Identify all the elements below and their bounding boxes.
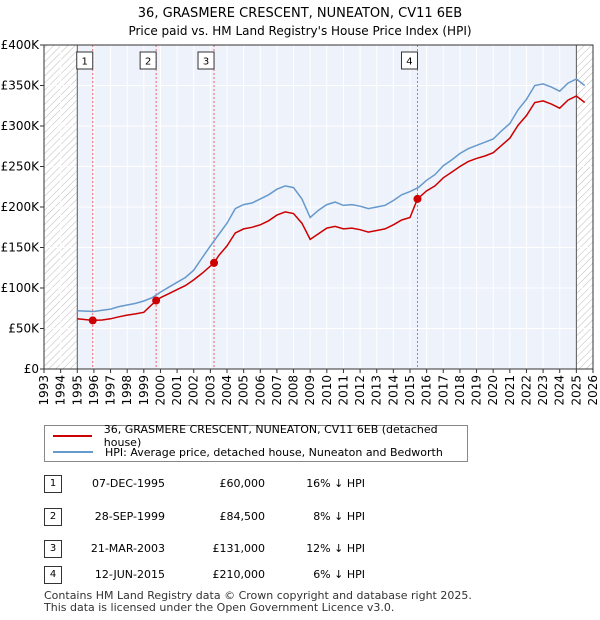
x-tick-label: 1998 [120,375,134,406]
x-tick-label: 2023 [536,375,550,406]
sale-number-badge: 4 [44,566,62,584]
property-series-line [77,95,586,322]
y-tick-label: £300K [1,119,41,133]
sale-number-badge: 1 [44,475,62,493]
x-tick-label: 1995 [70,375,84,406]
x-tick-label: 1994 [54,375,68,406]
x-tick-label: 2006 [253,375,267,406]
sale-marker-label: 2 [145,57,151,68]
sale-marker-box [197,51,215,70]
x-tick-label: 2010 [320,375,334,406]
sale-date: 28-SEP-1999 [94,510,165,523]
sale-point [88,316,97,325]
legend-label-hpi: HPI: Average price, detached house, Nune… [105,445,443,459]
y-tick-label: £0 [24,362,39,376]
x-tick-label: 2025 [569,375,583,406]
y-tick-label: £150K [1,241,41,255]
sale-marker-label: 4 [406,57,412,68]
chart-title: 36, GRASMERE CRESCENT, NUNEATON, CV11 6E… [138,6,462,21]
x-tick-label: 2013 [370,375,384,406]
y-tick-label: £200K [1,200,41,214]
x-tick-label: 1999 [137,375,151,406]
chart-subtitle: Price paid vs. HM Land Registry's House … [128,24,471,38]
sale-point [413,194,422,203]
x-tick-label: 2026 [586,375,600,406]
sale-row: 2 28-SEP-1999 £84,500 8% ↓ HPI [0,508,600,528]
sale-price: £131,000 [212,542,266,555]
sale-marker-box [400,51,418,70]
x-tick-label: 2001 [170,375,184,406]
sale-number-badge: 3 [44,540,62,558]
legend-item-hpi: HPI: Average price, detached house, Nune… [53,444,443,460]
x-tick-label: 2015 [403,375,417,406]
x-tick-label: 1996 [87,375,101,406]
sale-marker-label: 1 [82,57,88,68]
x-tick-label: 2019 [470,375,484,406]
sale-hpi-diff: 16% ↓ HPI [306,477,365,490]
sale-hpi-diff: 8% ↓ HPI [313,510,365,523]
footer-line-licence: This data is licensed under the Open Gov… [44,601,395,614]
sale-row: 1 07-DEC-1995 £60,000 16% ↓ HPI [0,475,600,495]
sale-price: £84,500 [219,510,266,523]
x-tick-label: 2020 [486,375,500,406]
sale-price: £210,000 [212,568,266,581]
sale-hpi-diff: 12% ↓ HPI [306,542,365,555]
y-tick-label: £350K [1,79,41,93]
x-tick-label: 2018 [453,375,467,406]
x-tick-label: 2014 [386,375,400,406]
x-tick-label: 1997 [104,375,118,406]
x-tick-label: 2000 [153,375,167,406]
sale-marker-box [139,51,157,70]
chart-legend: 36, GRASMERE CRESCENT, NUNEATON, CV11 6E… [44,423,468,462]
x-tick-label: 2024 [553,375,567,406]
x-tick-label: 1993 [37,375,51,406]
y-tick-label: £400K [1,38,41,52]
x-tick-label: 2011 [336,375,350,406]
sale-price: £60,000 [219,477,266,490]
legend-item-property: 36, GRASMERE CRESCENT, NUNEATON, CV11 6E… [53,423,467,449]
footer-attribution: Contains HM Land Registry data © Crown c… [44,590,472,614]
x-tick-label: 2002 [187,375,201,406]
legend-swatch-hpi [53,451,93,453]
legend-swatch-property [53,435,92,437]
footer-line-copyright: Contains HM Land Registry data © Crown c… [44,589,472,602]
sale-point [210,258,219,267]
y-tick-label: £250K [1,160,41,174]
x-tick-label: 2012 [353,375,367,406]
x-tick-label: 2004 [220,375,234,406]
x-tick-label: 2007 [270,375,284,406]
sale-marker-label: 3 [203,57,209,68]
price-chart: 36, GRASMERE CRESCENT, NUNEATON, CV11 6E… [1,6,600,406]
x-tick-label: 2017 [436,375,450,406]
sale-date: 21-MAR-2003 [90,542,165,555]
sale-date: 07-DEC-1995 [91,477,165,490]
sale-point [152,296,161,305]
sale-row: 4 12-JUN-2015 £210,000 6% ↓ HPI [0,566,600,586]
sale-date: 12-JUN-2015 [94,568,165,581]
x-tick-label: 2022 [519,375,533,406]
sale-row: 3 21-MAR-2003 £131,000 12% ↓ HPI [0,540,600,560]
legend-label-property: 36, GRASMERE CRESCENT, NUNEATON, CV11 6E… [103,423,438,449]
x-tick-label: 2021 [503,375,517,406]
sale-hpi-diff: 6% ↓ HPI [313,568,365,581]
x-tick-label: 2009 [303,375,317,406]
sale-marker-box [76,51,94,70]
x-tick-label: 2016 [420,375,434,406]
hpi-series-line [77,78,586,313]
y-tick-label: £100K [1,281,41,295]
sale-number-badge: 2 [44,508,62,526]
x-tick-label: 2005 [237,375,251,406]
x-tick-label: 2008 [287,375,301,406]
y-tick-label: £50K [8,322,40,336]
x-tick-label: 2003 [203,375,217,406]
